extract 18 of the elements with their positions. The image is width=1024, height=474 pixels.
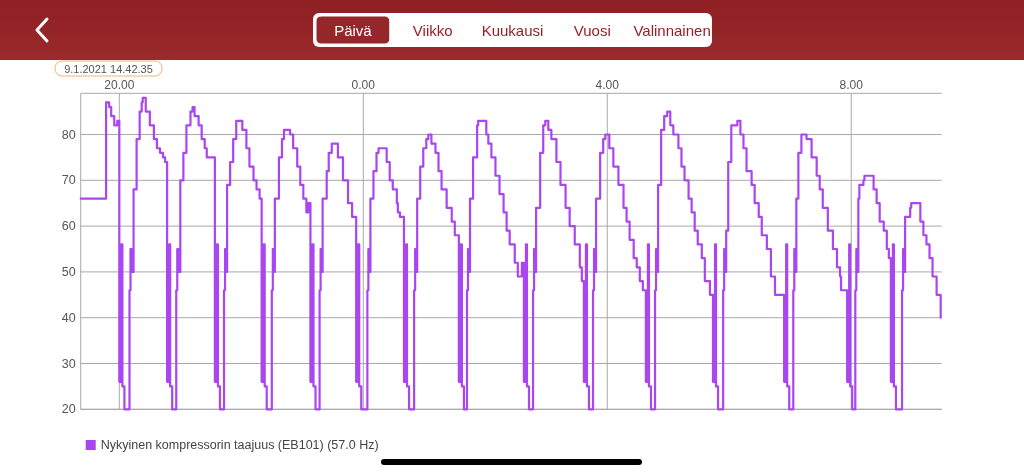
y-tick-label: 50 (61, 264, 76, 279)
y-tick-label: 80 (61, 127, 76, 142)
legend-label: Nykyinen kompressorin taajuus (EB101) (57.0 Hz) (100, 438, 379, 452)
text: 9.1.2021 14.42.35 (64, 62, 153, 75)
text: Kuukausi (481, 21, 544, 39)
x-tick-label: 0.00 (351, 77, 376, 92)
y-tick-label: 60 (61, 219, 76, 234)
y-tick-label: 20 (61, 402, 76, 417)
y-tick-label: 70 (61, 173, 76, 188)
x-tick-label: 20.00 (104, 77, 135, 92)
text: Vuosi (573, 21, 611, 39)
text: Valinnainen (633, 21, 711, 39)
x-tick-label: 4.00 (595, 77, 620, 92)
text: Päivä (334, 21, 373, 39)
y-tick-label: 30 (61, 356, 76, 371)
text: Viikko (412, 21, 453, 39)
x-tick-label: 8.00 (839, 77, 864, 92)
y-tick-label: 40 (61, 310, 76, 325)
